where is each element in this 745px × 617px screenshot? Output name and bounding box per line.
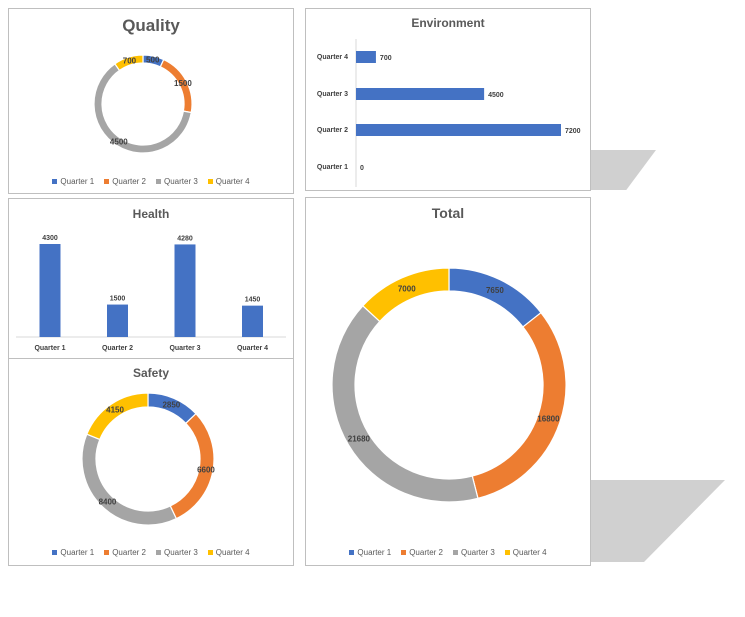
legend-swatch	[52, 179, 58, 185]
data-label: 2850	[162, 400, 180, 409]
legend-item[interactable]: Quarter 2	[104, 548, 146, 557]
bar[interactable]	[242, 305, 263, 337]
legend-swatch	[104, 179, 110, 185]
legend-label: Quarter 2	[112, 177, 146, 186]
panel-shadow	[590, 480, 725, 562]
data-label: 21680	[348, 435, 371, 444]
legend-item[interactable]: Quarter 4	[504, 548, 547, 557]
legend-label: Quarter 2	[409, 548, 443, 557]
safety-donut: 2850 6600 8400 4150	[81, 392, 215, 526]
legend-item[interactable]: Quarter 2	[401, 548, 443, 557]
chart-title: Environment	[411, 16, 485, 30]
data-label: 4500	[488, 92, 504, 99]
donut-slice-3[interactable]	[331, 305, 479, 503]
legend-swatch	[156, 179, 161, 185]
legend-label: Quarter 2	[112, 548, 146, 557]
donut-slice-4[interactable]	[114, 54, 144, 72]
legend-label: Quarter 3	[164, 548, 198, 557]
legend-item[interactable]: Quarter 3	[156, 177, 198, 186]
quality-donut: 500 1500 4500 700	[93, 54, 193, 154]
legend-swatch	[453, 550, 458, 556]
legend-swatch	[349, 550, 355, 556]
legend-label: Quarter 3	[461, 548, 495, 557]
data-label: 500	[146, 56, 160, 65]
legend-item[interactable]: Quarter 1	[349, 548, 391, 557]
data-label: 1500	[110, 296, 126, 303]
legend-label: Quarter 4	[215, 177, 250, 186]
legend-swatch	[104, 550, 110, 556]
safety-chart[interactable]: Safety 2850 6600 8400 4150 Quarter 1 Quarter…	[8, 358, 294, 566]
legend-item[interactable]: Quarter 2	[104, 177, 146, 186]
category-label: Quarter 2	[317, 127, 348, 134]
legend-label: Quarter 1	[357, 548, 392, 557]
legend-label: Quarter 3	[164, 177, 198, 186]
data-label: 700	[380, 55, 392, 62]
legend-label: Quarter 1	[60, 548, 95, 557]
bar[interactable]	[174, 244, 196, 337]
legend-label: Quarter 4	[215, 548, 250, 557]
category-label: Quarter 1	[34, 345, 65, 352]
legend: Quarter 1 Quarter 2 Quarter 3 Quarter 4	[9, 548, 293, 557]
data-label: 4150	[106, 406, 124, 415]
chart-title: Health	[132, 207, 170, 221]
data-label: 7000	[398, 285, 416, 294]
chart-title: Safety	[132, 366, 170, 380]
data-label: 4280	[177, 235, 193, 242]
legend-label: Quarter 4	[512, 548, 547, 557]
environment-chart[interactable]: Environment Quarter 1 0 Quarter 2 7200 Quart…	[305, 8, 591, 191]
legend-item[interactable]: Quarter 4	[207, 177, 250, 186]
chart-title: Quality	[122, 16, 180, 35]
panel-shadow	[590, 150, 656, 190]
data-label: 6600	[197, 466, 215, 475]
category-label: Quarter 3	[317, 91, 348, 98]
category-label: Quarter 1	[317, 164, 348, 171]
bar[interactable]	[356, 51, 376, 63]
data-label: 4300	[42, 235, 58, 242]
legend-swatch	[207, 179, 213, 185]
legend-swatch	[401, 550, 407, 556]
data-label: 8400	[99, 498, 117, 507]
bar[interactable]	[107, 304, 128, 337]
data-label: 700	[123, 57, 137, 66]
legend-swatch	[207, 550, 213, 556]
health-bar-chart: 4300 Quarter 1 1500 Quarter 2 4280 Quarter 3 1…	[16, 235, 286, 352]
legend-item[interactable]: Quarter 3	[453, 548, 495, 557]
bar[interactable]	[356, 124, 561, 136]
legend-label: Quarter 1	[60, 177, 95, 186]
legend: Quarter 1 Quarter 2 Quarter 3 Quarter 4	[306, 548, 590, 557]
chart-title: Total	[431, 205, 465, 221]
legend-item[interactable]: Quarter 3	[156, 548, 198, 557]
category-label: Quarter 2	[102, 345, 133, 352]
legend-item[interactable]: Quarter 1	[52, 548, 94, 557]
quality-chart[interactable]: Quality 500 1500 4500 700 Quarter 1 Quarter …	[8, 8, 294, 194]
environment-bar-chart: Quarter 1 0 Quarter 2 7200 Quarter 3 4500 Quar…	[317, 39, 581, 187]
bar[interactable]	[356, 88, 485, 100]
legend: Quarter 1 Quarter 2 Quarter 3 Quarter 4	[9, 177, 293, 186]
category-label: Quarter 4	[237, 345, 268, 352]
data-label: 7650	[486, 286, 504, 295]
total-donut: 7650 16800 21680 7000	[331, 267, 567, 503]
donut-slice-3[interactable]	[81, 433, 178, 526]
category-label: Quarter 4	[317, 54, 348, 61]
donut-slice-1[interactable]	[448, 267, 542, 328]
data-label: 0	[360, 165, 364, 172]
legend-swatch	[504, 550, 510, 556]
legend-item[interactable]: Quarter 1	[52, 177, 94, 186]
data-label: 1500	[174, 79, 192, 88]
category-label: Quarter 3	[169, 345, 200, 352]
data-label: 4500	[110, 138, 128, 147]
legend-item[interactable]: Quarter 4	[207, 548, 250, 557]
donut-slice-2[interactable]	[471, 311, 567, 500]
donut-slice-4[interactable]	[86, 392, 149, 441]
data-label: 16800	[537, 414, 560, 423]
legend-swatch	[52, 550, 58, 556]
total-chart[interactable]: Total 7650 16800 21680 7000 Quarter 1 Quarte…	[305, 197, 591, 566]
legend-swatch	[156, 550, 161, 556]
data-label: 1450	[245, 297, 261, 304]
data-label: 7200	[565, 128, 581, 135]
donut-slice-4[interactable]	[361, 267, 450, 323]
health-chart[interactable]: Health 4300 Quarter 1 1500 Quarter 2 4280 Qua…	[8, 198, 294, 359]
bar[interactable]	[39, 244, 61, 337]
